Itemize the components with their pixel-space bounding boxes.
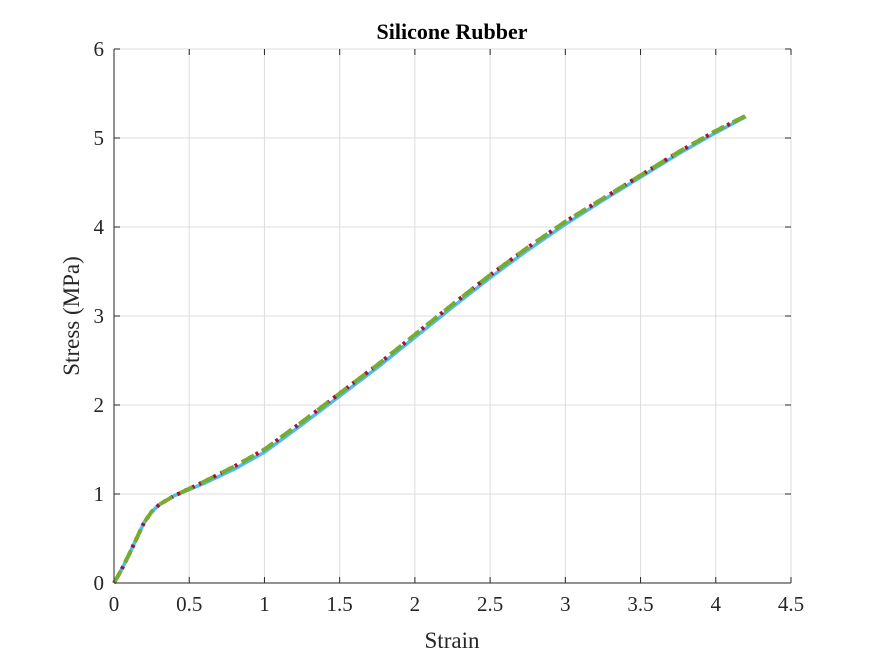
x-tick-label: 1.5	[327, 592, 353, 616]
x-tick-label: 2	[410, 592, 421, 616]
y-tick-label: 1	[94, 482, 105, 506]
y-tick-label: 0	[94, 571, 105, 595]
series-line-1-solid	[112, 115, 747, 584]
y-tick-label: 5	[94, 126, 105, 150]
x-axis-label: Strain	[425, 628, 480, 653]
series-line-3-dashed	[112, 113, 747, 584]
chart-title: Silicone Rubber	[377, 19, 528, 44]
x-tick-label: 4.5	[778, 592, 804, 616]
y-tick-label: 4	[94, 215, 105, 239]
y-axis-label: Stress (MPa)	[59, 256, 84, 375]
y-tick-label: 3	[94, 304, 105, 328]
axes	[113, 48, 792, 584]
x-tick-label: 2.5	[477, 592, 503, 616]
x-tick-label: 4	[711, 592, 722, 616]
tick-labels: 0 0.5 1 1.5 2 2.5 3 3.5 4 4.5 0 1 2 3 4 5 6	[94, 37, 805, 616]
x-tick-label: 3	[560, 592, 571, 616]
y-tick-label: 6	[94, 37, 105, 61]
x-tick-label: 3.5	[627, 592, 653, 616]
x-tick-label: 1	[259, 592, 270, 616]
x-tick-label: 0	[109, 592, 120, 616]
grid	[113, 48, 792, 584]
y-tick-label: 2	[94, 393, 105, 417]
x-tick-label: 0.5	[176, 592, 202, 616]
series-line-2-dotted	[112, 113, 747, 584]
plot-series	[112, 113, 747, 584]
